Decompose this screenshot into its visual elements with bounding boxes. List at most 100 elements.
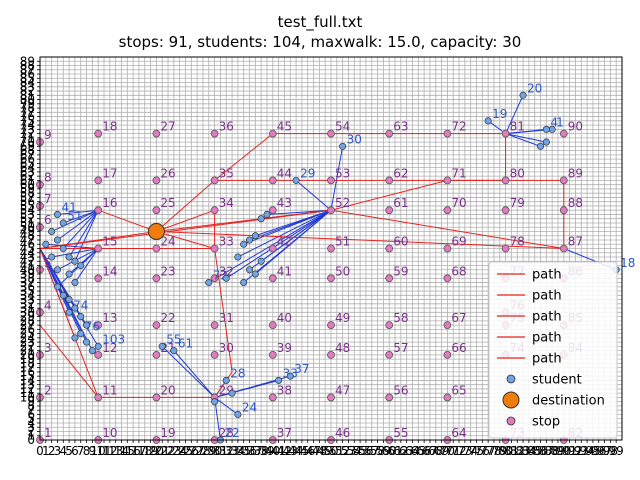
plot-frame [39,56,623,441]
stop-marker [210,129,219,138]
x-tick-label: 71 [446,444,461,458]
y-tick-label: 37 [20,276,35,290]
chart-subtitle: stops: 91, students: 104, maxwalk: 15.0,… [118,33,522,51]
student-marker [94,342,102,350]
x-tick-label: 37 [248,444,263,458]
y-tick-label: 14 [20,373,35,387]
x-tick-label: 54 [347,444,362,458]
stop-marker [443,350,452,359]
assignment-line [57,248,99,288]
bus-path-line [156,133,507,232]
stop-label: 53 [335,166,350,180]
y-tick-label: 88 [20,59,35,73]
assignment-line [62,209,99,249]
stop-label: 56 [393,383,408,397]
x-tick-label: 70 [440,444,455,458]
y-tick-label: 46 [20,237,35,251]
x-tick-label: 23 [166,444,181,458]
stop-marker [327,206,335,215]
stop-marker [385,129,394,138]
x-tick-label: 12 [102,444,117,458]
y-tick-label: 12 [20,382,35,396]
student-marker [484,117,492,125]
student-marker [211,398,219,406]
stop-label: 50 [335,264,350,278]
student-label: 37 [294,362,309,376]
x-tick-label: 19 [143,444,158,458]
stop-label: 68 [451,264,466,278]
legend-marker-swatch [506,416,516,426]
stop-marker [210,244,219,253]
student-marker [71,304,79,312]
x-tick-label: 31 [213,444,228,458]
y-tick-label: 19 [20,352,35,366]
x-tick-label: 42 [277,444,292,458]
stop-marker [501,129,510,138]
assignment-line [266,209,332,215]
stop-label: 12 [102,341,117,355]
stop-label: 2 [44,383,52,397]
stop-label: 55 [393,426,408,440]
y-tick-label: 52 [20,212,35,226]
stop-marker [94,206,103,215]
y-tick-label: 15 [20,369,35,383]
x-tick-label: 73 [457,444,472,458]
legend-label: path [532,310,562,325]
y-tick-label: 32 [20,297,35,311]
x-tick-label: 41 [271,444,286,458]
stop-marker [559,176,568,185]
x-tick-label: 17 [131,444,146,458]
stop-label: 79 [510,196,525,210]
stop-label: 66 [451,341,466,355]
stop-marker [94,350,103,359]
x-tick-label: 0 [36,444,44,458]
stop-label: 47 [335,383,350,397]
stop-label: 1 [44,426,52,440]
y-tick-label: 48 [20,229,35,243]
student-marker [205,278,213,287]
y-tick-label: 24 [20,331,35,345]
x-tick-label: 10 [91,444,106,458]
student-marker [228,389,236,397]
stop-marker [385,321,394,330]
y-tick-label: 49 [20,224,35,238]
y-tick-label: 65 [20,156,35,170]
x-tick-label: 51 [329,444,344,458]
stop-label: 71 [451,166,466,180]
stop-label: 17 [102,166,117,180]
student-marker [65,296,73,304]
stop-label: 58 [393,311,408,325]
x-tick-label: 25 [178,444,193,458]
student-marker [542,138,550,146]
stop-marker [152,274,161,283]
stop-marker [268,350,277,359]
y-tick-label: 86 [20,67,35,81]
y-tick-label: 80 [20,93,35,107]
x-tick-label: 30 [207,444,222,458]
stop-label: 40 [277,311,292,325]
x-tick-label: 78 [486,444,501,458]
y-tick-label: 11 [20,386,35,400]
assignment-line [255,209,332,237]
student-label: 1 [556,115,564,129]
student-marker [275,376,283,384]
y-tick-label: 73 [20,122,35,136]
x-tick-label: 61 [387,444,402,458]
assignment-line [260,209,332,262]
x-tick-label: 32 [219,444,234,458]
stop-marker [210,274,219,283]
chart-title: test_full.txt [277,13,363,31]
stop-label: 51 [335,235,350,249]
x-tick-label: 67 [422,444,437,458]
x-tick-label: 16 [125,444,140,458]
x-tick-label: 62 [393,444,408,458]
student-label: 55 [166,332,181,346]
student-marker [65,253,73,261]
x-tick-label: 38 [254,444,269,458]
student-marker [240,240,248,248]
assignment-line [74,209,99,262]
y-tick-label: 0 [27,433,35,447]
student-marker [53,210,62,219]
y-tick-label: 61 [20,173,35,187]
stop-marker [152,206,161,215]
